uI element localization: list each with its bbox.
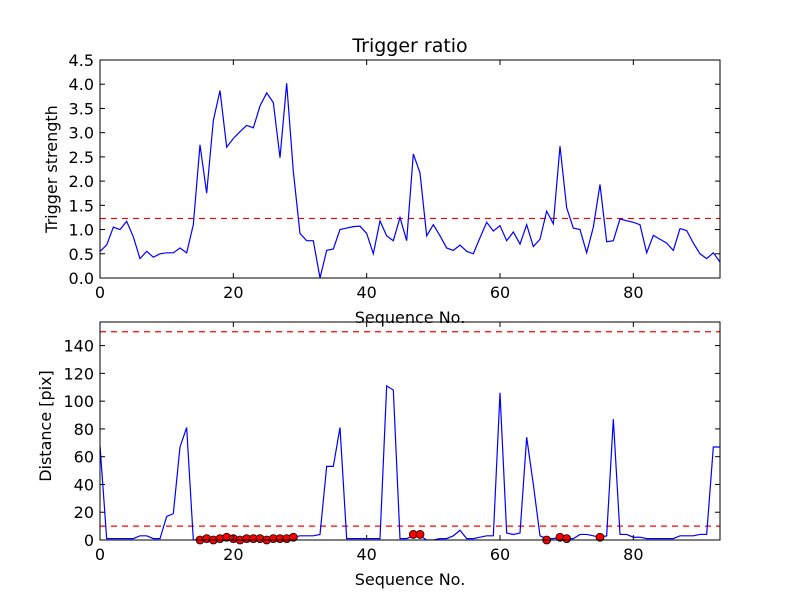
- x-tick-label: 0: [95, 545, 105, 564]
- y-tick-label: 1.5: [69, 196, 94, 215]
- y-tick-labels: 0 20 40 60 80 100 120 140: [63, 337, 94, 550]
- y-tick-labels: 0.0 0.5 1.0 1.5 2.0 2.5 3.0 3.5 4.0 4.5: [69, 51, 94, 288]
- trigger-marker: [595, 532, 605, 542]
- y-tick-label: 3.5: [69, 99, 94, 118]
- series-line: [100, 83, 720, 278]
- y-tick-label: 80: [74, 420, 94, 439]
- x-axis-label: Sequence No.: [355, 308, 466, 327]
- x-tick-labels: 0 20 40 60 80: [95, 545, 644, 564]
- y-tick-label: 3.0: [69, 124, 94, 143]
- y-tick-label: 1.0: [69, 221, 94, 240]
- y-tick-label: 100: [63, 392, 94, 411]
- x-tick-label: 0: [95, 283, 105, 302]
- y-axis-label: Distance [pix]: [36, 370, 55, 482]
- y-tick-label: 4.5: [69, 51, 94, 70]
- x-tick-label: 60: [490, 283, 510, 302]
- x-tick-label: 80: [623, 545, 643, 564]
- x-axis-label: Sequence No.: [355, 570, 466, 589]
- y-tick-label: 20: [74, 503, 94, 522]
- tick-marks: [99, 59, 720, 279]
- y-tick-label: 40: [74, 475, 94, 494]
- x-tick-label: 60: [490, 545, 510, 564]
- trigger-ratio-panel: Trigger ratio 0 20 40 60 80 0.0 0.5 1.0 1.5 2.0 2…: [42, 35, 721, 302]
- y-tick-label: 4.0: [69, 75, 94, 94]
- distance-panel: 0 20 40 60 80 0 20 40 60 80 100 120 140 Sequence No…: [36, 321, 721, 589]
- x-tick-label: 20: [223, 545, 243, 564]
- trigger-markers: [195, 530, 605, 545]
- chart-title: Trigger ratio: [351, 35, 467, 57]
- y-tick-label: 140: [63, 337, 94, 356]
- trigger-marker: [562, 534, 572, 544]
- trigger-marker: [288, 532, 298, 542]
- y-tick-label: 0.0: [69, 269, 94, 288]
- axes-frame: [99, 59, 721, 279]
- x-tick-labels: 0 20 40 60 80: [95, 283, 644, 302]
- trigger-marker: [415, 530, 425, 539]
- tick-marks: [99, 322, 720, 541]
- x-tick-label: 40: [356, 283, 376, 302]
- x-tick-label: 20: [223, 283, 243, 302]
- y-tick-label: 0.5: [69, 245, 94, 264]
- y-tick-label: 120: [63, 364, 94, 383]
- x-tick-label: 80: [623, 283, 643, 302]
- data-series: [100, 83, 720, 278]
- y-axis-label: Trigger strength: [42, 105, 61, 234]
- y-tick-label: 0: [84, 531, 94, 550]
- y-tick-label: 2.5: [69, 148, 94, 167]
- threshold-lines: [100, 331, 720, 527]
- y-tick-label: 2.0: [69, 172, 94, 191]
- x-tick-label: 40: [356, 545, 376, 564]
- axes-frame: [99, 321, 721, 541]
- y-tick-label: 60: [74, 448, 94, 467]
